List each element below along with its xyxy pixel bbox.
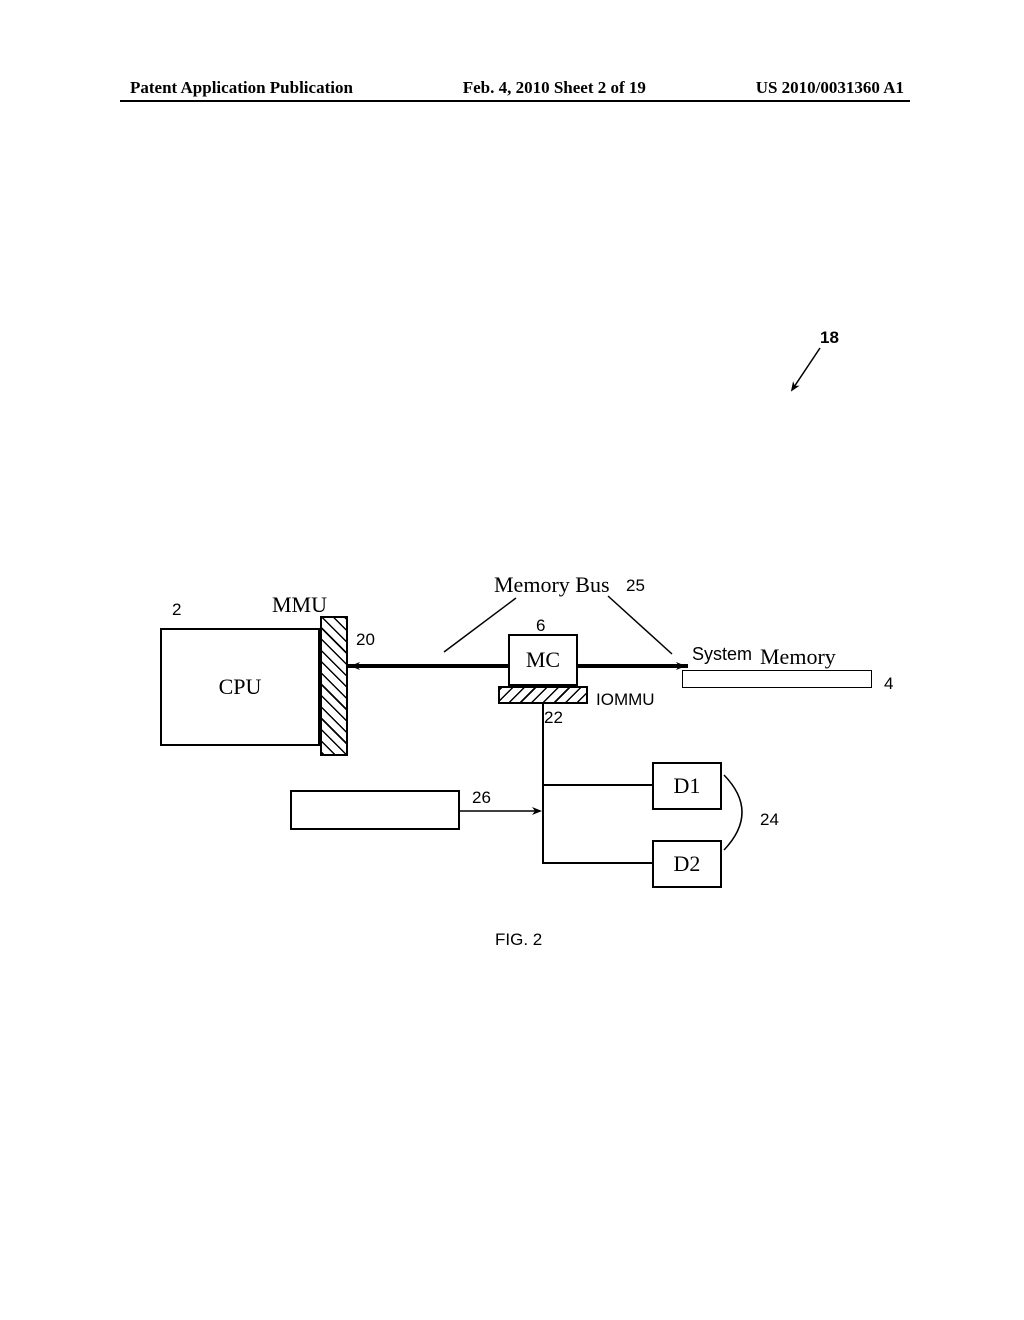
d1-label: D1	[674, 773, 701, 799]
ref-bus: 25	[626, 576, 645, 596]
mc-label: MC	[526, 647, 560, 673]
iommu-label: IOMMU	[596, 690, 655, 710]
ref-mem: 4	[884, 674, 893, 694]
device-2-box: D2	[652, 840, 722, 888]
ref-mmu: 20	[356, 630, 375, 650]
device-1-box: D1	[652, 762, 722, 810]
mmu-hatched-box	[320, 616, 348, 756]
memory-bus-left	[348, 664, 508, 668]
cpu-label: CPU	[219, 674, 262, 700]
io-bus-to-d2	[544, 862, 652, 864]
system-memory-box	[682, 670, 872, 688]
figure-caption: FIG. 2	[495, 930, 542, 950]
mmu-label: MMU	[272, 592, 327, 618]
diagram-area: CPU MC D1 D2 MMU Memory Bus System Memor…	[0, 0, 1024, 1320]
memory-bus-right	[578, 664, 688, 668]
d2-label: D2	[674, 851, 701, 877]
ref-empty: 26	[472, 788, 491, 808]
memory-controller-box: MC	[508, 634, 578, 686]
cpu-box: CPU	[160, 628, 320, 746]
ref-devices: 24	[760, 810, 779, 830]
ref-mc: 6	[536, 616, 545, 636]
unlabeled-box	[290, 790, 460, 830]
memory-bus-label: Memory Bus	[494, 572, 610, 598]
iommu-hatched-box	[498, 686, 588, 704]
page-root: Patent Application Publication Feb. 4, 2…	[0, 0, 1024, 1320]
ref-cpu: 2	[172, 600, 181, 620]
ref-figure: 18	[820, 328, 839, 348]
ref-iommu: 22	[544, 708, 563, 728]
system-memory-label-1: System	[692, 644, 752, 665]
system-memory-label-2: Memory	[760, 644, 836, 670]
io-bus-to-d1	[544, 784, 652, 786]
